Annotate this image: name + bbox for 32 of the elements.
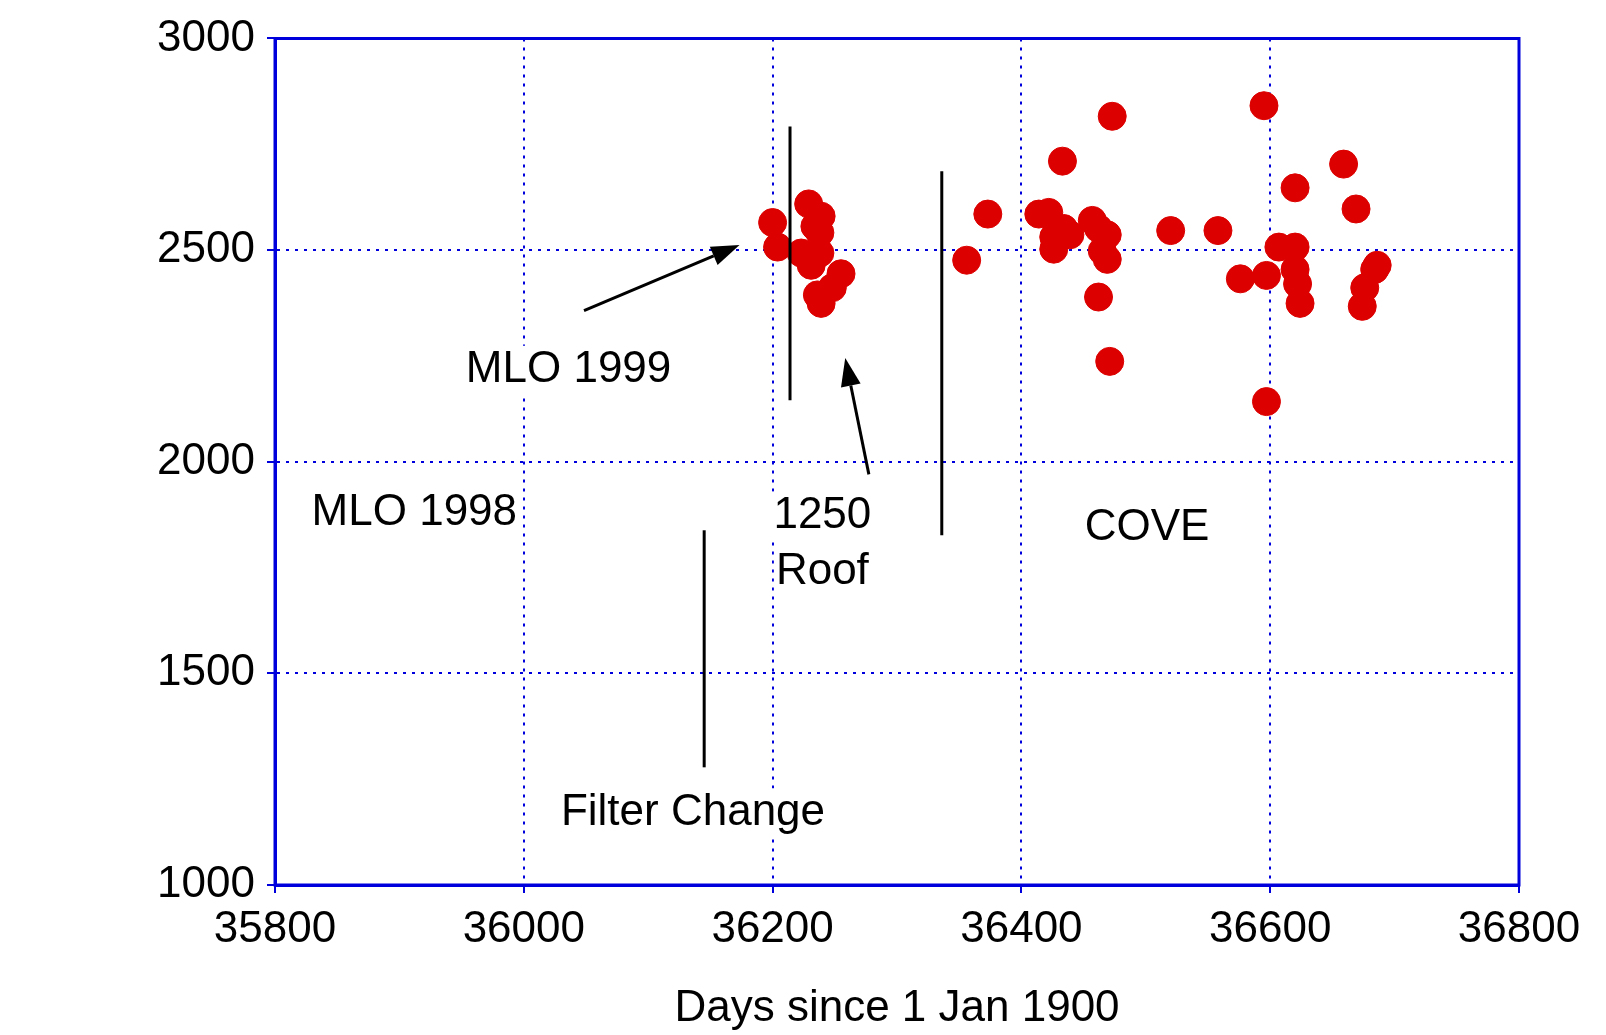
point <box>1156 216 1186 246</box>
x-tick-label: 36000 <box>462 901 585 951</box>
x-tick-label: 36200 <box>711 901 834 951</box>
point <box>973 199 1003 229</box>
point <box>1047 146 1077 176</box>
point <box>758 208 788 238</box>
annotation: MLO 1998 <box>311 485 518 535</box>
x-tick-label: 36800 <box>1457 901 1581 951</box>
point <box>1280 173 1310 203</box>
y-tick-label: 2500 <box>157 222 255 272</box>
annotation: 1250 Roof <box>773 487 872 593</box>
point <box>1341 194 1371 224</box>
point <box>1203 216 1233 246</box>
point <box>1097 101 1127 131</box>
point <box>1251 260 1281 290</box>
y-tick-label: 2000 <box>157 433 255 483</box>
y-tick-label: 3000 <box>157 10 255 60</box>
point <box>1249 91 1279 121</box>
point <box>1095 346 1125 376</box>
annotation: MLO 1999 <box>465 341 672 391</box>
x-tick-label: 36400 <box>960 901 1083 951</box>
annotation: Filter Change <box>560 784 826 834</box>
point <box>1084 282 1114 312</box>
point <box>1225 264 1255 294</box>
point <box>1251 387 1281 417</box>
x-axis-title: Days since 1 Jan 1900 <box>674 980 1120 1030</box>
y-tick-label: 1500 <box>157 645 255 695</box>
point <box>1329 149 1359 179</box>
point <box>952 245 982 275</box>
x-tick-label: 36600 <box>1209 901 1332 951</box>
point <box>826 259 856 289</box>
annotation: COVE <box>1084 500 1210 550</box>
